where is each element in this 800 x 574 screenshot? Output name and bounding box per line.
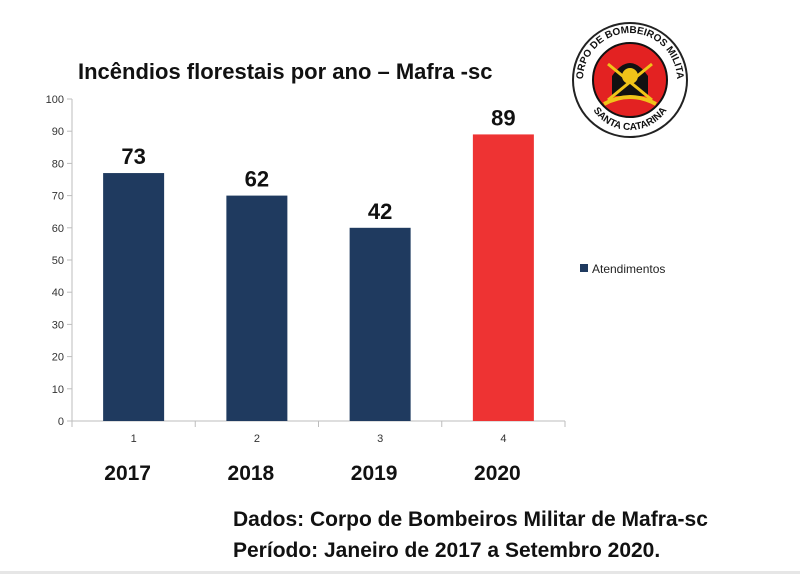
bar-2017 [103,173,165,421]
bar-2018 [226,195,288,421]
bottom-border [0,571,800,574]
x-tick-label: 4 [500,433,506,445]
y-tick-label: 40 [52,287,64,299]
chart-legend: Atendimentos [580,262,665,276]
period-text: Período: Janeiro de 2017 a Setembro 2020… [233,539,660,562]
x-tick-label: 2 [254,433,260,445]
y-tick-label: 10 [52,384,64,396]
year-label-2019: 2019 [351,462,398,485]
y-tick-label: 70 [52,191,64,203]
x-tick-label: 3 [377,433,383,445]
y-tick-label: 0 [58,416,64,428]
y-tick-label: 100 [46,94,64,106]
data-label-2017: 73 [121,144,145,169]
data-label-2018: 62 [245,167,269,192]
year-label-2018: 2018 [228,462,275,485]
y-tick-label: 50 [52,255,64,267]
legend-label: Atendimentos [592,262,665,276]
y-tick-label: 80 [52,158,64,170]
source-text: Dados: Corpo de Bombeiros Militar de Maf… [233,508,708,531]
x-tick-label: 1 [131,433,137,445]
y-tick-label: 90 [52,126,64,138]
chart-bars [103,134,534,422]
data-label-2020: 89 [491,105,515,130]
y-tick-label: 30 [52,319,64,331]
y-tick-label: 20 [52,352,64,364]
year-label-2017: 2017 [104,462,151,485]
legend-swatch [580,264,588,272]
bar-2020 [472,134,534,422]
chart-title: Incêndios florestais por ano – Mafra -sc [78,59,492,84]
year-label-2020: 2020 [474,462,521,485]
y-tick-label: 60 [52,223,64,235]
bar-2019 [349,227,411,421]
data-label-2019: 42 [368,199,392,224]
